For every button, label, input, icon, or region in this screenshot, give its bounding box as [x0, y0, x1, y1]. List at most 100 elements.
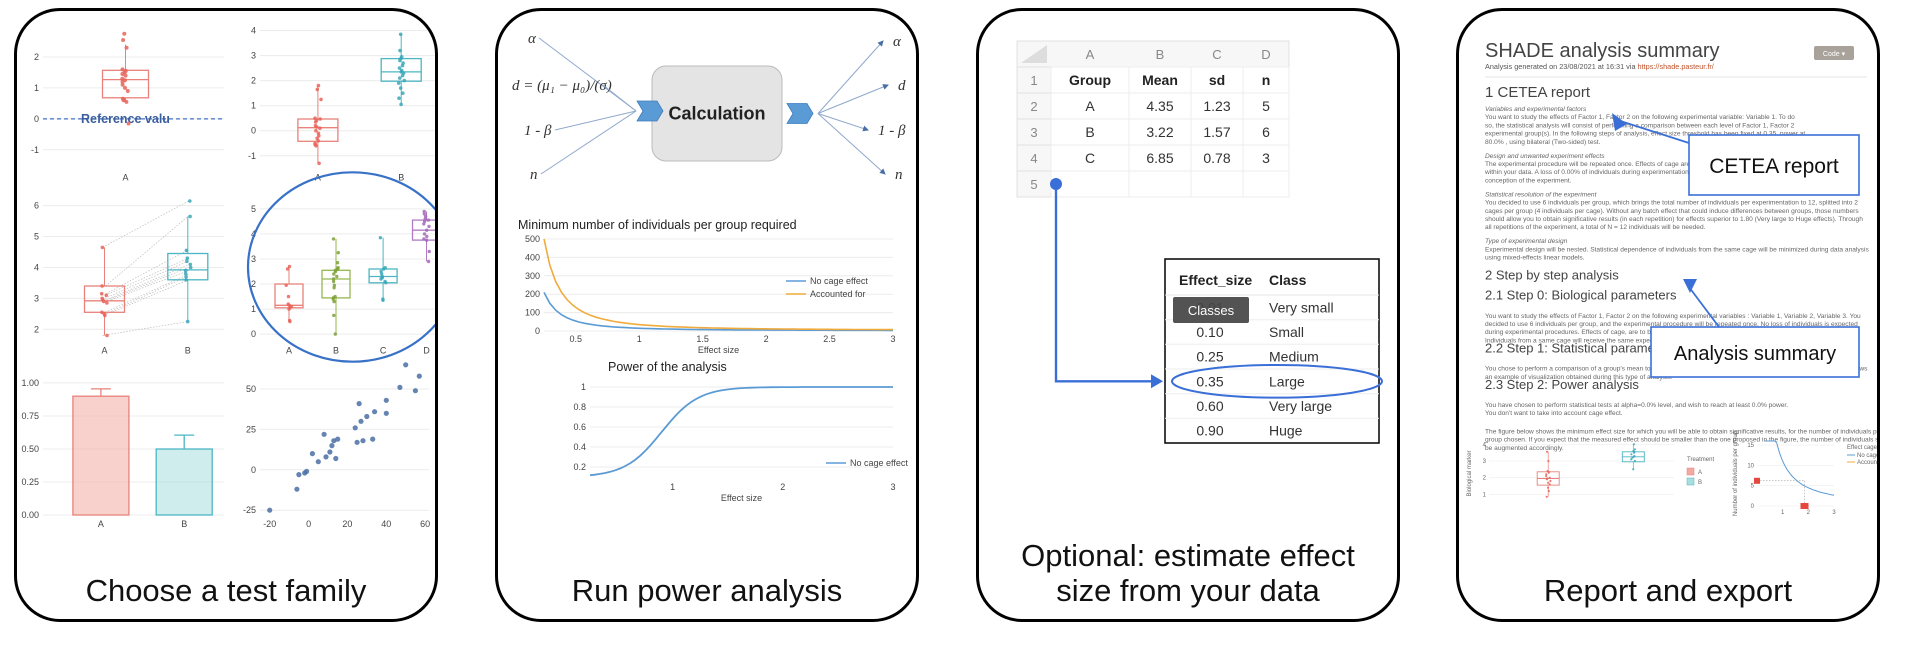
svg-text:Statistical resolution of the: Statistical resolution of the experiment: [1485, 191, 1598, 198]
svg-text:1: 1: [1030, 73, 1037, 88]
svg-text:3: 3: [1030, 125, 1037, 140]
svg-text:Design and unwanted experiment: Design and unwanted experiment effects: [1485, 153, 1605, 160]
svg-text:D: D: [423, 346, 430, 356]
svg-text:You want to study the effects: You want to study the effects of Factor …: [1485, 313, 1861, 320]
svg-text:0: 0: [34, 114, 39, 124]
svg-text:d = (μ₁ − μ₀)/(σ): d = (μ₁ − μ₀)/(σ): [512, 78, 612, 94]
svg-text:Minimum number of individuals: Minimum number of individuals per group …: [518, 218, 797, 232]
svg-text:Effect_size: Effect_size: [1179, 272, 1252, 288]
svg-text:1: 1: [251, 304, 256, 314]
svg-text:-1: -1: [31, 145, 39, 155]
svg-text:You want to study the effects: You want to study the effects of Factor …: [1485, 114, 1795, 121]
svg-text:3: 3: [1483, 459, 1487, 465]
svg-text:1: 1: [34, 83, 39, 93]
svg-text:1: 1: [670, 482, 675, 492]
svg-text:0.2: 0.2: [573, 462, 586, 472]
svg-text:-25: -25: [243, 505, 256, 515]
svg-text:15: 15: [1747, 443, 1754, 449]
svg-text:using mixed-effects linear mod: using mixed-effects linear models.: [1485, 255, 1585, 262]
svg-text:2: 2: [251, 279, 256, 289]
svg-text:Experimental design will be ne: Experimental design will be nested. Stat…: [1485, 246, 1869, 253]
svg-text:40: 40: [381, 519, 391, 529]
svg-text:0.6: 0.6: [573, 422, 586, 432]
svg-text:0.75: 0.75: [21, 411, 39, 421]
svg-text:B: B: [1156, 47, 1165, 62]
svg-text:3: 3: [890, 334, 895, 344]
svg-text:0.35: 0.35: [1196, 373, 1223, 389]
svg-text:6: 6: [1262, 124, 1270, 140]
svg-text:Treatment: Treatment: [1687, 457, 1714, 463]
svg-text:SHADE analysis summary: SHADE analysis summary: [1485, 40, 1720, 62]
svg-text:B: B: [1698, 480, 1702, 486]
svg-text:Reference valu: Reference valu: [81, 112, 170, 126]
svg-text:Class: Class: [1269, 272, 1307, 288]
svg-text:2: 2: [34, 52, 39, 62]
svg-text:0.00: 0.00: [21, 510, 39, 520]
svg-text:2.1 Step 0: Biological paramet: 2.1 Step 0: Biological parameters: [1485, 288, 1677, 303]
svg-text:A: A: [286, 346, 292, 356]
svg-text:be augmented accordingly.: be augmented accordingly.: [1485, 445, 1564, 452]
svg-text:sd: sd: [1209, 72, 1225, 88]
svg-text:3: 3: [1262, 150, 1270, 166]
svg-text:50: 50: [246, 384, 256, 394]
svg-text:1 CETEA report: 1 CETEA report: [1485, 84, 1591, 101]
svg-text:Small: Small: [1269, 324, 1304, 340]
svg-text:1 - β: 1 - β: [524, 123, 552, 139]
svg-text:You have chosen to perform sta: You have chosen to perform statistical t…: [1485, 402, 1788, 409]
svg-text:C: C: [1212, 47, 1221, 62]
svg-text:Biological marker: Biological marker: [1467, 450, 1473, 496]
svg-text:Effect size: Effect size: [721, 493, 762, 503]
svg-text:5: 5: [34, 232, 39, 242]
svg-text:0.25: 0.25: [1196, 349, 1223, 365]
svg-text:1 - β: 1 - β: [878, 123, 906, 139]
svg-text:1: 1: [1483, 492, 1487, 498]
svg-text:0.25: 0.25: [21, 477, 39, 487]
svg-text:0.10: 0.10: [1196, 324, 1223, 340]
svg-text:0.50: 0.50: [21, 444, 39, 454]
svg-text:Very large: Very large: [1269, 398, 1332, 414]
svg-text:so, the statistical analysis w: so, the statistical analysis will consis…: [1485, 122, 1795, 129]
svg-text:6: 6: [34, 201, 39, 211]
svg-text:cages per group (4 individuals: cages per group (4 individuals per cage)…: [1485, 208, 1859, 215]
svg-text:25: 25: [246, 424, 256, 434]
svg-text:Variables and experimental fac: Variables and experimental factors: [1485, 106, 1587, 113]
svg-text:2.3 Step 2: Power analysis: 2.3 Step 2: Power analysis: [1485, 377, 1639, 392]
svg-text:No cage effect: No cage effect: [810, 276, 868, 286]
svg-text:Group: Group: [1069, 72, 1111, 88]
svg-text:100: 100: [525, 308, 540, 318]
svg-text:-20: -20: [263, 519, 276, 529]
svg-text:2: 2: [1030, 99, 1037, 114]
svg-text:Number of individuals per grou: Number of individuals per group: [1733, 430, 1739, 516]
svg-text:6.85: 6.85: [1146, 150, 1173, 166]
svg-text:d: d: [898, 78, 906, 94]
svg-text:0: 0: [251, 329, 256, 339]
svg-text:80.0% , using bilateral (Two-s: 80.0% , using bilateral (Two-sided) test…: [1485, 139, 1601, 146]
svg-text:60: 60: [420, 519, 430, 529]
svg-text:C: C: [1085, 150, 1095, 166]
svg-text:A: A: [1086, 47, 1095, 62]
svg-text:n: n: [1262, 72, 1271, 88]
svg-text:2 Step by step analysis: 2 Step by step analysis: [1485, 268, 1619, 283]
svg-text:400: 400: [525, 252, 540, 262]
svg-text:2: 2: [251, 76, 256, 86]
svg-text:0.90: 0.90: [1196, 423, 1223, 439]
svg-text:-1: -1: [248, 151, 256, 161]
svg-text:No cage effect: No cage effect: [1857, 453, 1880, 459]
svg-text:20: 20: [342, 519, 352, 529]
svg-text:2: 2: [780, 482, 785, 492]
svg-text:Classes: Classes: [1188, 303, 1235, 318]
svg-text:Code ▾: Code ▾: [1823, 51, 1846, 58]
svg-text:conception of the experiment.: conception of the experiment.: [1485, 177, 1572, 184]
svg-text:C: C: [380, 346, 387, 356]
svg-text:A: A: [1698, 470, 1702, 476]
svg-text:4: 4: [1030, 151, 1037, 166]
svg-text:2.5: 2.5: [823, 334, 836, 344]
svg-text:D: D: [1261, 47, 1270, 62]
svg-text:all repetitions of the experim: all repetitions of the experiment, a tot…: [1485, 224, 1706, 231]
svg-text:4: 4: [34, 263, 39, 273]
svg-text:500: 500: [525, 234, 540, 244]
svg-text:The figure below shows the min: The figure below shows the minimum effec…: [1485, 428, 1880, 435]
svg-text:2: 2: [1483, 476, 1487, 482]
svg-text:n: n: [895, 167, 903, 183]
svg-text:10: 10: [1747, 463, 1754, 469]
